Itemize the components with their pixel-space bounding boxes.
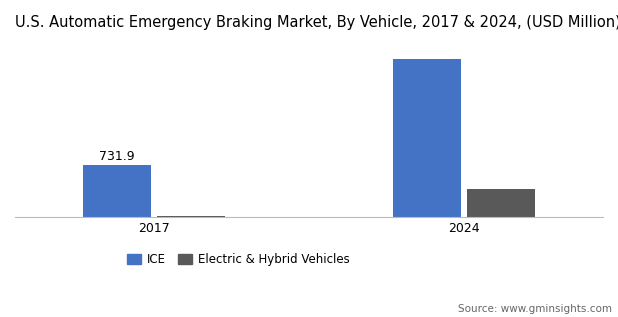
Bar <box>392 59 460 217</box>
Bar <box>158 216 226 217</box>
Bar <box>467 189 535 217</box>
Legend: ICE, Electric & Hybrid Vehicles: ICE, Electric & Hybrid Vehicles <box>122 248 355 271</box>
Bar <box>83 165 151 217</box>
Text: Source: www.gminsights.com: Source: www.gminsights.com <box>458 304 612 314</box>
Text: U.S. Automatic Emergency Braking Market, By Vehicle, 2017 & 2024, (USD Million): U.S. Automatic Emergency Braking Market,… <box>15 15 618 30</box>
Text: 731.9: 731.9 <box>99 150 135 163</box>
